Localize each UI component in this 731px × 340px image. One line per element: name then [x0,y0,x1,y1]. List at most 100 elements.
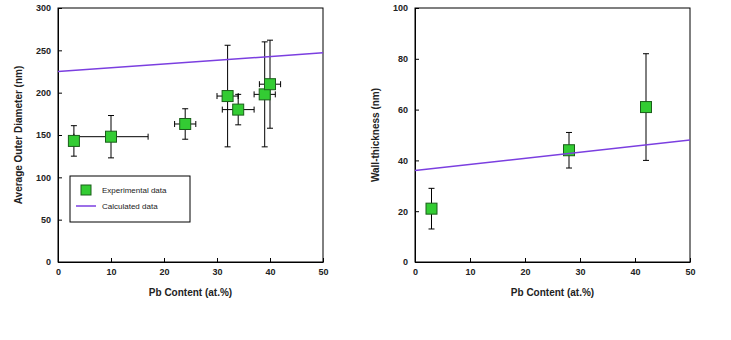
y-tick-mark [58,135,62,136]
x-tick: 40 [265,258,275,277]
y-tick: 250 [36,46,62,56]
error-cap [182,139,188,140]
x-tick-mark [323,258,324,262]
error-cap [195,121,196,127]
error-cap [429,228,435,229]
x-axis-title: Pb Content (at.%) [149,287,232,298]
error-cap [262,41,268,42]
error-cap [267,128,273,129]
y-tick-label: 0 [403,257,408,267]
y-tick-label: 300 [36,3,51,13]
x-tick-mark [111,258,112,262]
x-tick-mark [635,258,636,262]
x-tick: 30 [212,258,222,277]
legend-box [70,176,190,222]
data-point [180,118,191,129]
y-tick-mark [58,8,62,9]
data-point [68,135,79,146]
error-cap [235,124,241,125]
calculated-line [415,140,690,170]
error-cap [148,134,149,140]
axis-line [415,9,416,263]
y-tick-label: 150 [36,130,51,140]
x-tick: 20 [520,258,530,277]
error-cap [643,160,649,161]
calculated-line [58,53,323,72]
error-cap [108,157,114,158]
y-tick: 50 [41,215,62,225]
y-tick: 0 [403,257,419,267]
x-tick-mark [217,258,218,262]
legend: Experimental dataCalculated data [70,176,190,222]
x-tick-mark [525,258,526,262]
axis-line [416,262,691,263]
x-tick: 10 [106,258,116,277]
y-tick-label: 100 [36,173,51,183]
legend-swatch [81,185,91,195]
error-cap [235,94,241,95]
plot-marks [58,40,323,158]
figure: 01020304050050100150200250300Pb Content … [0,0,731,340]
chart: 0 10 20 30 40 500 50 100 150 200 250 300 Pb Content … [13,3,329,298]
y-tick: 100 [393,3,419,13]
error-cap [280,81,281,87]
y-tick: 150 [36,130,62,140]
error-cap [275,91,276,97]
y-tick: 200 [36,88,62,98]
x-tick-label: 0 [413,267,418,277]
y-tick-label: 250 [36,46,51,56]
x-tick-label: 40 [630,267,640,277]
y-tick-mark [415,160,419,161]
y-tick-label: 60 [398,105,408,115]
axis-line [59,262,324,263]
x-axis: 01020304050 [56,258,329,277]
x-tick-label: 10 [106,267,116,277]
y-tick-mark [415,59,419,60]
y-tick: 300 [36,3,62,13]
x-tick-label: 50 [685,267,695,277]
y-axis: 0 50 100 150 200 250 300 [36,3,62,267]
y-tick: 100 [36,173,62,183]
plot-marks [415,54,690,229]
error-cap [254,107,255,113]
y-tick: 0 [46,257,62,267]
x-tick-label: 30 [575,267,585,277]
error-cap [182,108,188,109]
x-tick-label: 20 [159,267,169,277]
y-tick-mark [415,211,419,212]
y-tick-label: 0 [46,257,51,267]
x-tick: 20 [159,258,169,277]
error-cap [217,93,218,99]
y-tick-label: 20 [398,207,408,217]
legend-label: Calculated data [102,202,158,211]
error-cap [259,81,260,87]
y-tick-label: 100 [393,3,408,13]
y-tick-label: 200 [36,88,51,98]
y-axis-title: Average Outer Diameter (nm) [13,66,24,205]
x-tick-mark [270,258,271,262]
x-tick-mark [470,258,471,262]
error-cap [643,53,649,54]
y-tick: 60 [398,105,419,115]
error-cap [225,45,231,46]
error-cap [71,156,77,157]
x-tick: 30 [575,258,585,277]
y-tick-label: 50 [41,215,51,225]
error-cap [429,188,435,189]
x-tick: 50 [685,258,695,277]
x-tick-mark [164,258,165,262]
y-tick: 20 [398,207,419,217]
data-point [426,203,437,214]
y-tick-mark [58,262,62,263]
error-cap [71,125,77,126]
data-point [259,89,270,100]
y-tick-mark [415,110,419,111]
error-cap [174,121,175,127]
error-cap [267,40,273,41]
legend-swatch [76,205,96,207]
y-tick: 40 [398,156,419,166]
y-tick-mark [58,93,62,94]
y-tick-label: 80 [398,54,408,64]
x-tick: 40 [630,258,640,277]
error-cap [108,115,114,116]
